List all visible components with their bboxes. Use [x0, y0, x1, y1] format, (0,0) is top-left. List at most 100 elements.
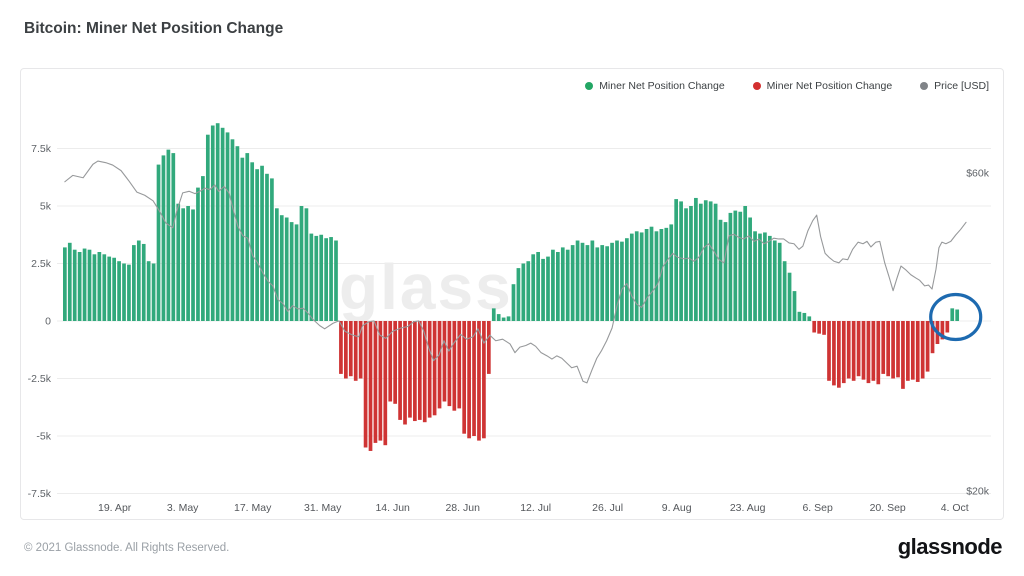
bar-positive[interactable]	[728, 212, 733, 321]
bar-positive[interactable]	[595, 247, 600, 321]
bar-positive[interactable]	[649, 226, 654, 321]
bar-negative[interactable]	[925, 321, 930, 372]
bar-positive[interactable]	[491, 308, 496, 321]
bar-positive[interactable]	[521, 263, 526, 322]
bar-positive[interactable]	[67, 242, 72, 321]
bar-positive[interactable]	[501, 317, 506, 321]
bar-negative[interactable]	[363, 321, 368, 448]
bar-negative[interactable]	[940, 321, 945, 340]
bar-positive[interactable]	[620, 241, 624, 321]
bar-positive[interactable]	[669, 224, 674, 321]
bar-negative[interactable]	[832, 321, 836, 386]
bar-negative[interactable]	[866, 321, 871, 384]
bar-negative[interactable]	[812, 321, 817, 333]
bar-positive[interactable]	[122, 263, 126, 322]
bar-negative[interactable]	[817, 321, 821, 334]
bar-negative[interactable]	[822, 321, 826, 335]
bar-negative[interactable]	[920, 321, 925, 379]
bar-positive[interactable]	[171, 153, 176, 321]
bar-positive[interactable]	[270, 178, 274, 321]
bar-negative[interactable]	[403, 321, 407, 425]
bar-negative[interactable]	[358, 321, 363, 379]
bar-negative[interactable]	[344, 321, 348, 379]
bar-positive[interactable]	[294, 224, 299, 321]
bar-positive[interactable]	[807, 316, 812, 321]
bar-positive[interactable]	[541, 258, 545, 321]
bar-positive[interactable]	[698, 203, 703, 321]
bar-positive[interactable]	[802, 312, 807, 321]
bar-positive[interactable]	[551, 249, 555, 321]
bar-positive[interactable]	[615, 240, 619, 322]
bar-positive[interactable]	[516, 268, 521, 321]
bar-negative[interactable]	[417, 321, 422, 420]
bar-positive[interactable]	[787, 272, 792, 321]
bar-positive[interactable]	[758, 233, 762, 321]
bar-negative[interactable]	[477, 321, 481, 441]
bar-positive[interactable]	[210, 125, 215, 322]
bar-positive[interactable]	[575, 240, 580, 322]
bar-negative[interactable]	[422, 321, 427, 423]
bar-negative[interactable]	[886, 321, 891, 377]
bar-negative[interactable]	[901, 321, 905, 389]
bar-positive[interactable]	[329, 237, 333, 321]
bar-negative[interactable]	[447, 321, 452, 407]
bar-negative[interactable]	[368, 321, 373, 451]
bar-positive[interactable]	[590, 240, 595, 322]
bar-positive[interactable]	[625, 238, 629, 321]
legend-item-positive[interactable]: Miner Net Position Change	[585, 80, 725, 92]
bar-negative[interactable]	[896, 321, 900, 378]
bar-positive[interactable]	[156, 164, 161, 321]
bar-positive[interactable]	[196, 187, 200, 321]
bar-positive[interactable]	[220, 127, 225, 321]
bar-negative[interactable]	[408, 321, 412, 418]
bar-positive[interactable]	[299, 206, 304, 321]
bar-positive[interactable]	[215, 123, 220, 321]
bar-positive[interactable]	[186, 206, 190, 321]
bar-positive[interactable]	[127, 264, 131, 321]
bar-positive[interactable]	[151, 263, 156, 322]
bar-positive[interactable]	[92, 254, 97, 321]
bar-positive[interactable]	[279, 215, 284, 321]
bar-positive[interactable]	[324, 238, 328, 321]
bar-negative[interactable]	[841, 321, 846, 384]
bar-negative[interactable]	[427, 321, 432, 418]
bar-positive[interactable]	[684, 208, 688, 321]
bar-negative[interactable]	[432, 321, 437, 416]
chart-svg[interactable]: glass 7.5k 5k 2.5k 0 -2.5k -5k -7.5k $60k $20k 19.…	[21, 69, 1003, 519]
bar-negative[interactable]	[827, 321, 831, 381]
bar-negative[interactable]	[393, 321, 398, 404]
bar-negative[interactable]	[398, 321, 402, 420]
bar-positive[interactable]	[792, 291, 797, 321]
bar-positive[interactable]	[556, 252, 560, 321]
bar-positive[interactable]	[191, 209, 195, 321]
bar-negative[interactable]	[856, 321, 861, 377]
bar-negative[interactable]	[353, 321, 358, 381]
bar-negative[interactable]	[348, 321, 353, 377]
bar-negative[interactable]	[846, 321, 851, 379]
bar-positive[interactable]	[600, 245, 605, 321]
bar-positive[interactable]	[659, 229, 664, 321]
bar-positive[interactable]	[334, 240, 338, 322]
bar-positive[interactable]	[230, 139, 235, 321]
bar-positive[interactable]	[797, 311, 802, 321]
bar-positive[interactable]	[546, 256, 550, 321]
bar-positive[interactable]	[117, 261, 121, 321]
bar-positive[interactable]	[235, 146, 240, 321]
bar-positive[interactable]	[723, 222, 728, 321]
bar-negative[interactable]	[930, 321, 935, 354]
bar-negative[interactable]	[837, 321, 841, 388]
bar-positive[interactable]	[526, 261, 531, 321]
bar-negative[interactable]	[467, 321, 471, 439]
bar-positive[interactable]	[772, 240, 777, 322]
bar-positive[interactable]	[679, 201, 683, 321]
bar-negative[interactable]	[462, 321, 467, 434]
bar-negative[interactable]	[881, 321, 886, 374]
bar-negative[interactable]	[482, 321, 486, 439]
bar-positive[interactable]	[748, 217, 752, 322]
bar-negative[interactable]	[457, 321, 462, 409]
bar-negative[interactable]	[906, 321, 910, 381]
bar-positive[interactable]	[664, 227, 669, 321]
bar-positive[interactable]	[639, 232, 644, 321]
bar-negative[interactable]	[452, 321, 457, 411]
bar-positive[interactable]	[146, 261, 151, 321]
